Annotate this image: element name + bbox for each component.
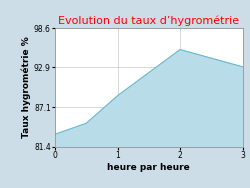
X-axis label: heure par heure: heure par heure	[108, 163, 190, 172]
Title: Evolution du taux d’hygrométrie: Evolution du taux d’hygrométrie	[58, 16, 239, 26]
Y-axis label: Taux hygrométrie %: Taux hygrométrie %	[22, 36, 31, 138]
